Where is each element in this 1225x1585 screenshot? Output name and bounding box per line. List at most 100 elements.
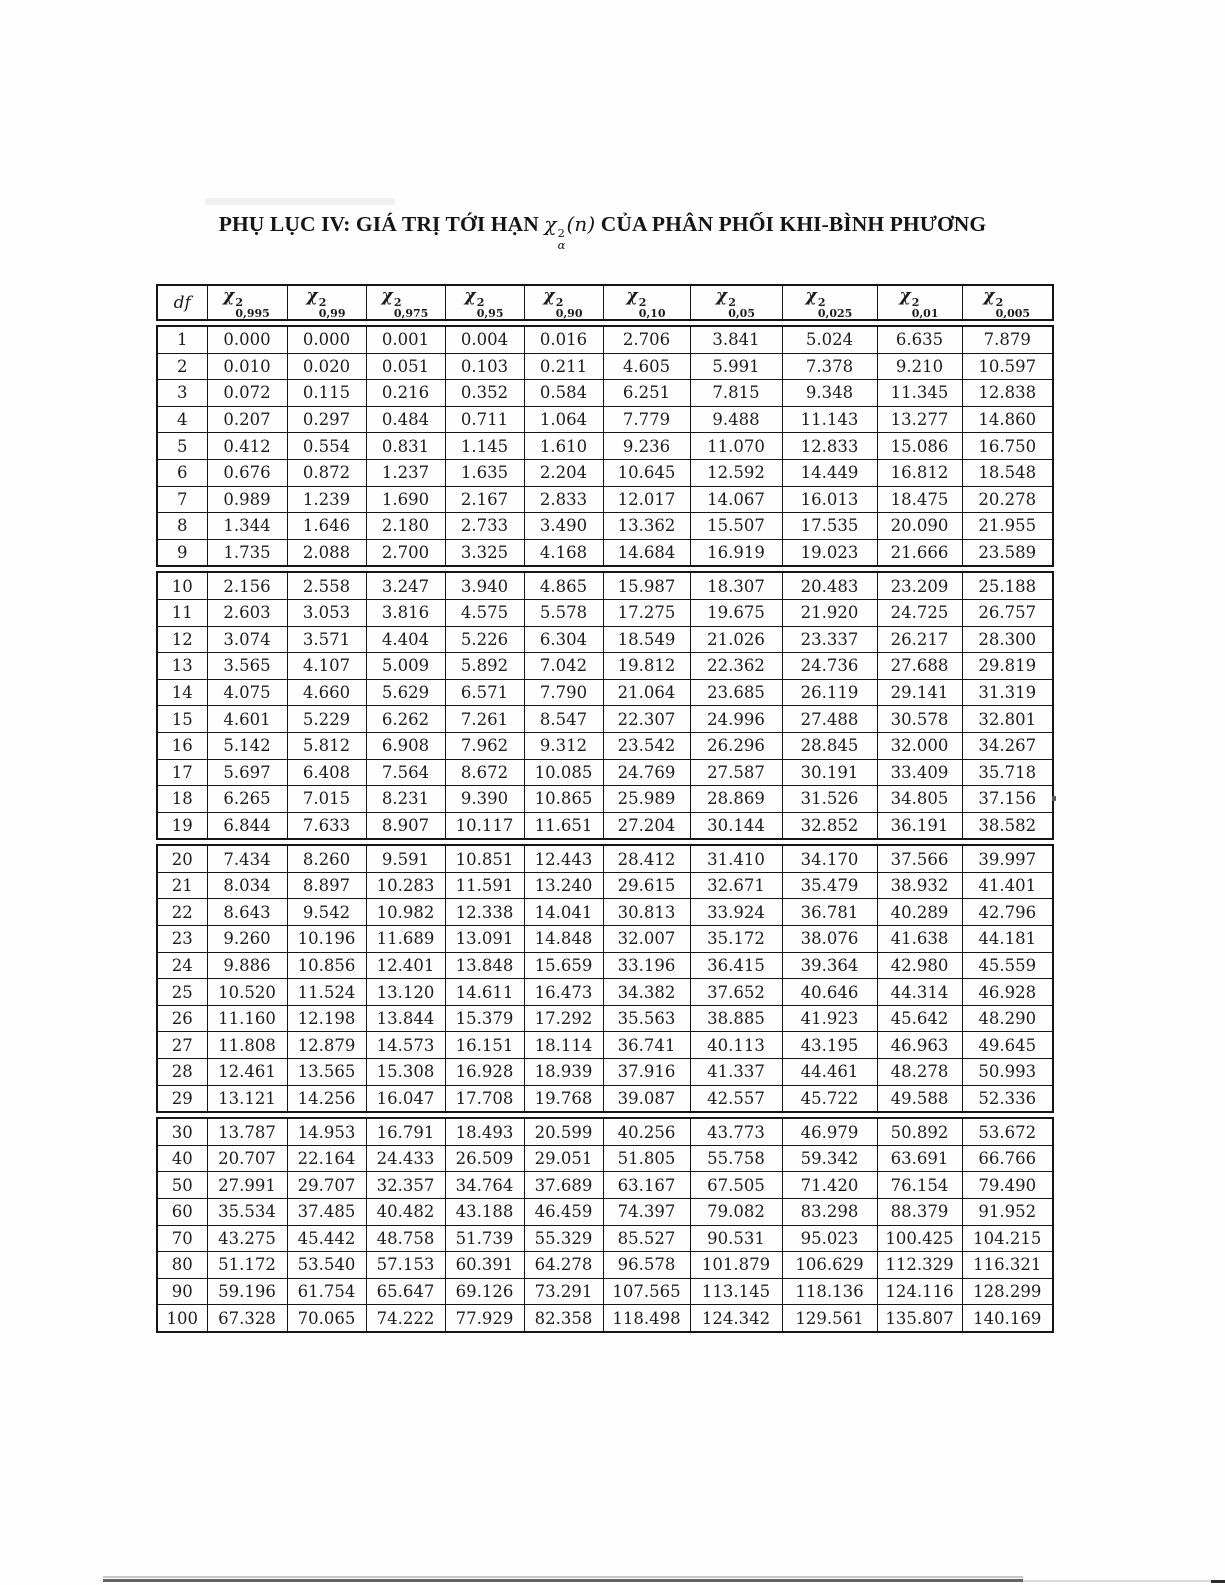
value-cell: 27.688 [876, 652, 963, 680]
df-cell: 6 [156, 458, 208, 487]
value-cell: 3.053 [286, 598, 367, 627]
value-cell: 10.982 [365, 898, 446, 927]
column-header-chi-0_995: χ 2 0,995 [206, 284, 288, 321]
column-header-chi-0_95: χ 2 0,95 [444, 284, 525, 321]
chi-sub: 0,10 [638, 307, 666, 320]
table-row-df-25: 25 10.520 11.524 13.120 14.611 16.473 34.382 37… [156, 978, 1054, 1006]
value-cell: 28.869 [689, 785, 783, 813]
column-header-chi-0_90: χ 2 0,90 [523, 284, 604, 321]
chi-sub: 0,90 [555, 307, 583, 320]
chi-sub: 0,95 [476, 307, 504, 320]
table-block-1: 1 0.000 0.000 0.001 0.004 0.016 2.706 3.841 5.02… [156, 325, 1054, 568]
value-cell: 10.851 [444, 844, 525, 873]
value-cell: 13.565 [286, 1058, 367, 1086]
value-cell: 0.584 [523, 379, 604, 407]
value-cell: 23.589 [961, 538, 1054, 567]
value-cell: 4.575 [444, 598, 525, 627]
value-cell: 1.735 [206, 538, 288, 567]
table-header-block: df χ 2 0,995 χ 2 0,99 χ 2 0,975 χ 2 0,95 χ 2 0,90 χ 2 0,10… [156, 284, 1054, 321]
value-cell: 15.659 [523, 951, 604, 980]
value-cell: 0.010 [206, 352, 288, 381]
value-cell: 14.684 [602, 538, 691, 567]
value-cell: 8.034 [206, 871, 288, 900]
value-cell: 101.879 [689, 1251, 783, 1279]
value-cell: 0.484 [365, 405, 446, 434]
table-row-df-4: 4 0.207 0.297 0.484 0.711 1.064 7.779 9.488 11.1… [156, 405, 1054, 434]
value-cell: 13.787 [206, 1117, 288, 1146]
value-cell: 37.485 [286, 1198, 367, 1226]
value-cell: 90.531 [689, 1224, 783, 1253]
value-cell: 16.750 [961, 432, 1054, 460]
value-cell: 59.342 [781, 1144, 878, 1173]
value-cell: 42.796 [961, 898, 1054, 927]
value-cell: 16.791 [365, 1117, 446, 1146]
value-cell: 4.605 [602, 352, 691, 381]
value-cell: 8.547 [523, 705, 604, 733]
value-cell: 33.196 [602, 951, 691, 980]
table-row-df-7: 7 0.989 1.239 1.690 2.167 2.833 12.017 14.067 16… [156, 485, 1054, 514]
df-cell: 90 [156, 1277, 208, 1306]
value-cell: 0.872 [286, 458, 367, 487]
value-cell: 39.087 [602, 1084, 691, 1113]
value-cell: 49.588 [876, 1084, 963, 1113]
value-cell: 6.251 [602, 379, 691, 407]
value-cell: 11.689 [365, 925, 446, 953]
df-cell: 5 [156, 432, 208, 460]
value-cell: 66.766 [961, 1144, 1054, 1173]
value-cell: 71.420 [781, 1171, 878, 1199]
value-cell: 82.358 [523, 1304, 604, 1333]
value-cell: 7.378 [781, 352, 878, 381]
value-cell: 38.076 [781, 925, 878, 953]
value-cell: 6.265 [206, 785, 288, 813]
value-cell: 9.591 [365, 844, 446, 873]
value-cell: 95.023 [781, 1224, 878, 1253]
value-cell: 34.382 [602, 978, 691, 1006]
title-suffix: CỦA PHÂN PHỐI KHI-BÌNH PHƯƠNG [600, 212, 987, 236]
table-row-df-26: 26 11.160 12.198 13.844 15.379 17.292 35.563 38… [156, 1004, 1054, 1033]
value-cell: 10.645 [602, 458, 691, 487]
value-cell: 10.856 [286, 951, 367, 980]
value-cell: 16.812 [876, 458, 963, 487]
value-cell: 17.275 [602, 598, 691, 627]
value-cell: 13.120 [365, 978, 446, 1006]
df-cell: 8 [156, 512, 208, 540]
value-cell: 11.651 [523, 811, 604, 840]
df-cell: 70 [156, 1224, 208, 1253]
value-cell: 35.172 [689, 925, 783, 953]
value-cell: 19.768 [523, 1084, 604, 1113]
value-cell: 38.885 [689, 1004, 783, 1033]
value-cell: 14.256 [286, 1084, 367, 1113]
table-row-df-50: 50 27.991 29.707 32.357 34.764 37.689 63.167 67… [156, 1171, 1054, 1199]
value-cell: 31.526 [781, 785, 878, 813]
value-cell: 22.362 [689, 652, 783, 680]
value-cell: 45.442 [286, 1224, 367, 1253]
table-row-df-19: 19 6.844 7.633 8.907 10.117 11.651 27.204 30.14… [156, 811, 1054, 840]
table-row-df-10: 10 2.156 2.558 3.247 3.940 4.865 15.987 18.307 2… [156, 571, 1054, 600]
value-cell: 48.278 [876, 1058, 963, 1086]
value-cell: 8.260 [286, 844, 367, 873]
df-cell: 10 [156, 571, 208, 600]
value-cell: 7.434 [206, 844, 288, 873]
value-cell: 37.916 [602, 1058, 691, 1086]
value-cell: 113.145 [689, 1277, 783, 1306]
value-cell: 16.928 [444, 1058, 525, 1086]
value-cell: 1.145 [444, 432, 525, 460]
value-cell: 5.629 [365, 678, 446, 707]
value-cell: 19.675 [689, 598, 783, 627]
title-prefix: PHỤ LỤC IV: GIÁ TRỊ TỚI HẠN [218, 212, 539, 236]
chi-glyph: χ [983, 286, 995, 306]
chi-sup: 2 [911, 296, 920, 309]
chi-sup-sub: 2 0,10 [639, 297, 666, 319]
value-cell: 16.047 [365, 1084, 446, 1113]
value-cell: 14.067 [689, 485, 783, 514]
value-cell: 6.262 [365, 705, 446, 733]
value-cell: 3.490 [523, 512, 604, 540]
value-cell: 3.940 [444, 571, 525, 600]
value-cell: 34.170 [781, 844, 878, 873]
value-cell: 8.672 [444, 758, 525, 787]
value-cell: 12.592 [689, 458, 783, 487]
table-row-df-21: 21 8.034 8.897 10.283 11.591 13.240 29.615 32.6… [156, 871, 1054, 900]
value-cell: 24.433 [365, 1144, 446, 1173]
chi-sub: 0,01 [911, 307, 939, 320]
value-cell: 118.498 [602, 1304, 691, 1333]
